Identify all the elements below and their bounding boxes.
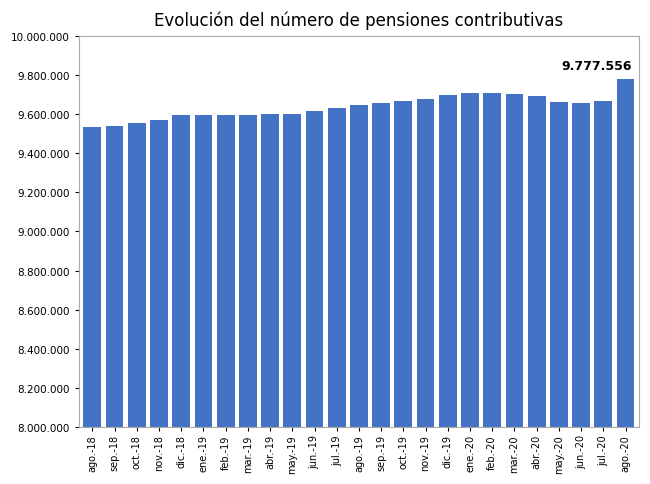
Bar — [83, 127, 101, 484]
Bar — [128, 124, 146, 484]
Bar — [239, 116, 257, 484]
Bar — [216, 115, 235, 484]
Bar — [506, 95, 523, 484]
Title: Evolución del número de pensiones contributivas: Evolución del número de pensiones contri… — [154, 11, 564, 30]
Bar — [617, 80, 634, 484]
Bar — [417, 100, 434, 484]
Bar — [484, 94, 501, 484]
Bar — [572, 104, 590, 484]
Bar — [283, 115, 301, 484]
Bar — [461, 94, 479, 484]
Bar — [439, 96, 457, 484]
Bar — [595, 102, 612, 484]
Bar — [261, 115, 279, 484]
Bar — [150, 121, 168, 484]
Bar — [328, 108, 346, 484]
Bar — [106, 127, 124, 484]
Bar — [350, 106, 368, 484]
Bar — [306, 112, 324, 484]
Bar — [395, 102, 412, 484]
Bar — [550, 103, 568, 484]
Text: 9.777.556: 9.777.556 — [562, 60, 632, 73]
Bar — [372, 104, 390, 484]
Bar — [194, 116, 213, 484]
Bar — [172, 116, 190, 484]
Bar — [528, 96, 545, 484]
